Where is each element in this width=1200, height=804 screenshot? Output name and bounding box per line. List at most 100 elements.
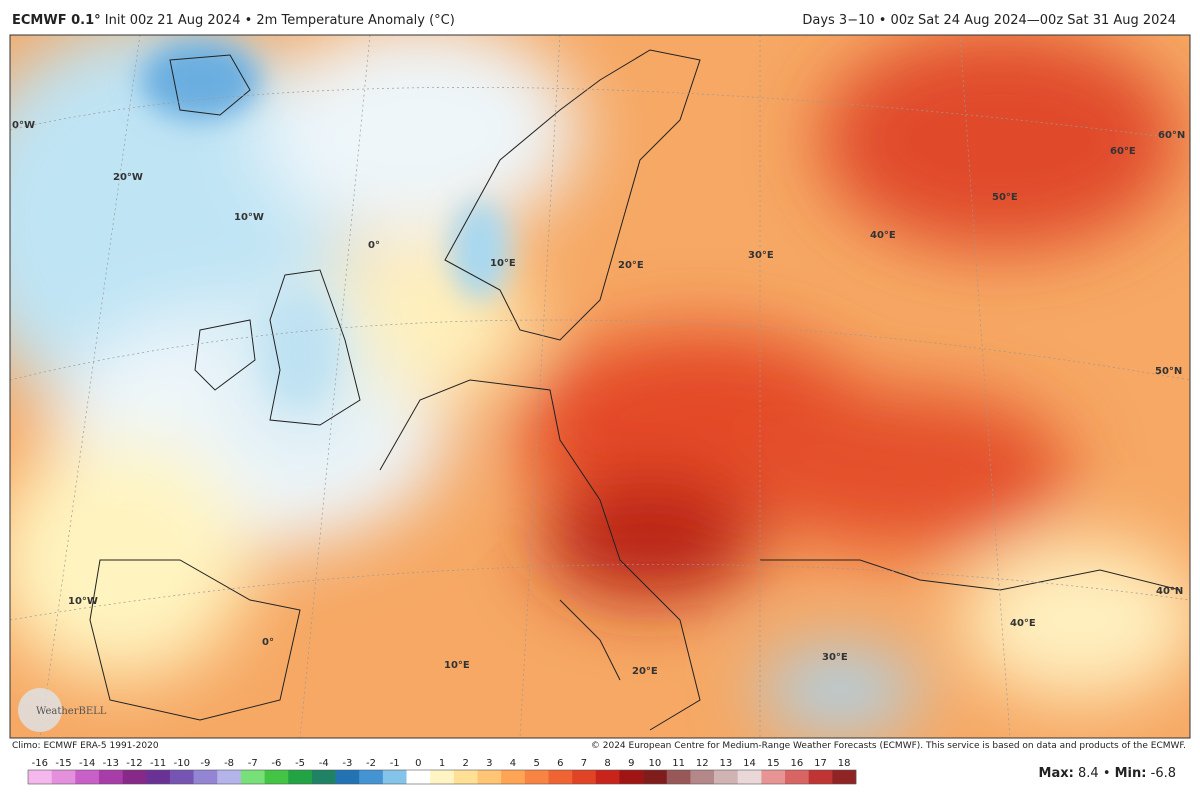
colorbar-swatch (382, 770, 407, 784)
grid-label: 0° (368, 240, 380, 251)
colorbar-swatch (737, 770, 762, 784)
colorbar-label: 15 (767, 758, 780, 769)
min-value: -6.8 (1151, 766, 1176, 781)
climo: Climo: ECMWF ERA-5 1991-2020 (12, 741, 159, 751)
map-frame (9, 34, 1191, 739)
colorbar-swatch (453, 770, 478, 784)
colorbar-swatch (548, 770, 573, 784)
grid-labels: 0°W 20°W 10°W 0° 10°E 20°E 30°E 40°E 50°E 60°E 60°… (12, 120, 1185, 677)
grid-label: 20°E (618, 260, 644, 271)
colorbar-frame (27, 769, 857, 785)
grid-label: 20°E (632, 666, 658, 677)
colorbar-label: 4 (510, 758, 516, 769)
stats: Max: 8.4 • Min: -6.8 (1039, 766, 1176, 781)
map: 0°W 20°W 10°W 0° 10°E 20°E 30°E 40°E 50°E 60°E 60°… (10, 35, 1190, 738)
graticule (10, 35, 1190, 738)
header-right: Days 3−10 • 00z Sat 24 Aug 2024—00z Sat … (802, 13, 1176, 28)
colorbar-swatch (619, 770, 644, 784)
colorbar-label: 13 (720, 758, 733, 769)
colorbar-label: -4 (319, 758, 329, 769)
logo: WeatherBELL (36, 706, 107, 717)
colorbar-swatch (595, 770, 620, 784)
grid-label: 40°N (1156, 586, 1183, 597)
coastlines (89, 49, 1181, 731)
colorbar-label: -13 (103, 758, 119, 769)
colorbar-label: 17 (814, 758, 827, 769)
colorbar-swatch (146, 770, 171, 784)
grid-label: 20°W (113, 172, 143, 183)
colorbar-swatch (666, 770, 691, 784)
colorbar-label: 2 (462, 758, 468, 769)
colorbar-label: -2 (366, 758, 376, 769)
colorbar-label: -8 (224, 758, 234, 769)
colorbar-label: -10 (174, 758, 190, 769)
grid-label: 30°E (822, 652, 848, 663)
colorbar-swatch (75, 770, 100, 784)
colorbar-swatch (359, 770, 384, 784)
colorbar-swatch (122, 770, 147, 784)
max-label: Max: (1039, 766, 1074, 781)
colorbar-label: -7 (248, 758, 258, 769)
grid-label: 10°W (234, 212, 264, 223)
header-info: Init 00z 21 Aug 2024 • 2m Temperature An… (105, 13, 455, 28)
colorbar-swatch (690, 770, 715, 784)
colorbar-label: 16 (790, 758, 803, 769)
colorbar-swatch (98, 770, 123, 784)
colorbar-label: 12 (696, 758, 709, 769)
colorbar: -16 -15 -14 -13 -12 -11 -10 -9 -8 -7 -6 -5 -4 -3 -2 -1 0… (27, 758, 857, 785)
colorbar-swatch (311, 770, 336, 784)
colorbar-label: 8 (604, 758, 610, 769)
colorbar-swatch (501, 770, 526, 784)
logo-mark (18, 688, 62, 732)
colorbar-swatch (264, 770, 289, 784)
grid-label: 50°E (992, 192, 1018, 203)
colorbar-label: -5 (295, 758, 305, 769)
grid-label: 40°E (870, 230, 896, 241)
colorbar-label: -12 (126, 758, 142, 769)
colorbar-label: 1 (439, 758, 445, 769)
colorbar-swatch (761, 770, 786, 784)
colorbar-swatch (169, 770, 194, 784)
colorbar-label: -11 (150, 758, 166, 769)
grid-label: 30°E (748, 250, 774, 261)
colorbar-swatch (28, 770, 52, 784)
colorbar-swatch (477, 770, 502, 784)
colorbar-label: -9 (200, 758, 210, 769)
colorbar-label: 6 (557, 758, 563, 769)
grid-label: 10°E (490, 258, 516, 269)
colorbar-label: -1 (390, 758, 400, 769)
colorbar-label: -3 (342, 758, 352, 769)
colorbar-label: 10 (649, 758, 662, 769)
colorbar-swatch (832, 770, 857, 784)
colorbar-swatch (643, 770, 668, 784)
colorbar-label: -14 (79, 758, 95, 769)
colorbar-label: 7 (581, 758, 587, 769)
max-value: 8.4 (1078, 766, 1099, 781)
colorbar-label: 9 (628, 758, 634, 769)
colorbar-label: 11 (672, 758, 685, 769)
colorbar-swatch (785, 770, 809, 784)
colorbar-swatch (240, 770, 265, 784)
colorbar-swatch (524, 770, 549, 784)
colorbar-label: 14 (743, 758, 756, 769)
grid-label: 60°N (1158, 130, 1185, 141)
colorbar-swatch (808, 770, 833, 784)
grid-label: 0° (262, 637, 274, 648)
colorbar-swatch (572, 770, 597, 784)
colorbar-swatch (430, 770, 455, 784)
colorbar-label: 5 (533, 758, 539, 769)
copyright: © 2024 European Centre for Medium-Range … (591, 741, 1186, 751)
colorbar-label: 3 (486, 758, 492, 769)
colorbar-label: 0 (415, 758, 421, 769)
colorbar-swatch (193, 770, 218, 784)
colorbar-swatch (335, 770, 360, 784)
separator: • (1103, 766, 1111, 781)
colorbar-swatch (406, 770, 431, 784)
header-left: ECMWF 0.1° Init 00z 21 Aug 2024 • 2m Tem… (12, 13, 455, 28)
model: ECMWF 0.1° (12, 13, 101, 28)
colorbar-label: -16 (32, 758, 48, 769)
grid-label: 10°W (68, 596, 98, 607)
min-label: Min: (1115, 766, 1147, 781)
colorbar-swatch (217, 770, 242, 784)
